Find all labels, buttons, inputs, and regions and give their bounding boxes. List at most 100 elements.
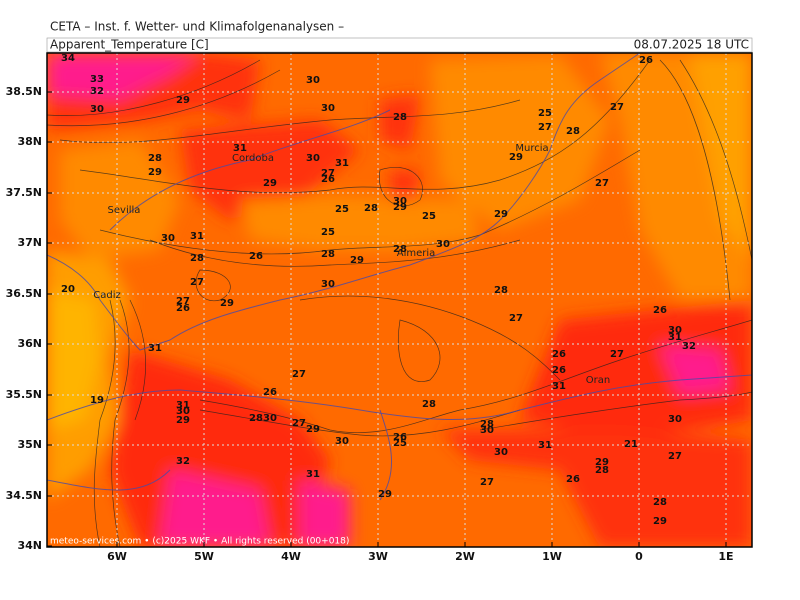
contour-label: 30	[321, 103, 335, 114]
contour-label: 28	[595, 465, 609, 476]
contour-label: 28	[393, 244, 407, 255]
contour-label: 26	[653, 305, 667, 316]
contour-label: 27	[480, 477, 494, 488]
contour-label: 29	[148, 167, 162, 178]
place-name: Murcia	[515, 143, 548, 154]
contour-label: 31	[668, 332, 682, 343]
contour-label: 29	[220, 298, 234, 309]
contour-label: 30	[494, 447, 508, 458]
contour-label: 27	[292, 418, 306, 429]
contour-label: 21	[624, 439, 638, 450]
contour-label: 30	[90, 104, 104, 115]
contour-label: 26	[393, 432, 407, 443]
contour-label: 25	[393, 438, 407, 449]
lon-label: 0	[635, 550, 643, 563]
place-name: Sevilla	[108, 205, 141, 216]
contour-label: 29	[176, 95, 190, 106]
contour-label: 27	[176, 296, 190, 307]
contour-label: 32	[90, 86, 104, 97]
contour-label: 32	[176, 456, 190, 467]
copyright: meteo-services.com • (c)2025 WKF • All r…	[50, 537, 349, 547]
contour-label: 30	[335, 436, 349, 447]
contour-label: 28	[321, 249, 335, 260]
contour-label: 28	[480, 419, 494, 430]
contour-label: 29	[306, 424, 320, 435]
contour-label: 29	[509, 152, 523, 163]
lat-label: 35.5N	[6, 388, 42, 401]
contour-label: 30	[668, 325, 682, 336]
contour-label: 30	[306, 75, 320, 86]
valid-time: 08.07.2025 18 UTC	[634, 38, 749, 52]
contour-label: 30	[480, 425, 494, 436]
lat-label: 35N	[17, 438, 42, 451]
contour-label: 26	[176, 303, 190, 314]
lon-label: 1W	[542, 550, 562, 563]
lat-label: 37N	[17, 236, 42, 249]
lat-label: 34.5N	[6, 489, 42, 502]
lat-label: 38.5N	[6, 85, 42, 98]
lon-label: 5W	[194, 550, 214, 563]
contour-label: 27	[190, 277, 204, 288]
contour-label: 30	[263, 413, 277, 424]
contour-label: 20	[61, 284, 75, 295]
contour-label: 31	[176, 400, 190, 411]
contour-labels: Cordoba Sevilla Murcia Almeria Cadiz Oran 34 33…	[61, 53, 696, 527]
contour-label: 30	[321, 279, 335, 290]
contour-label: 31	[306, 469, 320, 480]
contour-label: 25	[321, 227, 335, 238]
lon-label: 1E	[718, 550, 733, 563]
contour-label: 27	[610, 102, 624, 113]
contour-label: 29	[393, 202, 407, 213]
grid	[47, 53, 752, 547]
contour-label: 30	[436, 239, 450, 250]
lon-label: 2W	[455, 550, 475, 563]
contour-label: 30	[393, 196, 407, 207]
lat-label: 38N	[17, 135, 42, 148]
contour-label: 28	[364, 203, 378, 214]
contour-label: 26	[552, 365, 566, 376]
contour-label: 28	[249, 413, 263, 424]
place-name: Almeria	[397, 248, 436, 259]
contour-label: 28	[148, 153, 162, 164]
lat-label: 36N	[17, 337, 42, 350]
contour-label: 29	[494, 209, 508, 220]
map-frame	[46, 52, 753, 548]
contour-label: 29	[653, 516, 667, 527]
contour-label: 26	[263, 387, 277, 398]
place-name: Cadiz	[93, 290, 121, 301]
contour-label: 26	[639, 55, 653, 66]
header-bar	[46, 37, 753, 53]
contour-label: 29	[595, 457, 609, 468]
contour-label: 28	[566, 126, 580, 137]
contour-label: 31	[190, 231, 204, 242]
contour-label: 31	[335, 158, 349, 169]
lon-label: 4W	[281, 550, 301, 563]
contour-label: 19	[90, 395, 104, 406]
contour-label: 33	[90, 74, 104, 85]
lat-label: 37.5N	[6, 186, 42, 199]
contour-label: 27	[321, 168, 335, 179]
contour-label: 27	[610, 349, 624, 360]
place-name: Oran	[586, 375, 610, 386]
contour-label: 31	[148, 343, 162, 354]
contour-label: 31	[552, 381, 566, 392]
contour-label: 29	[378, 489, 392, 500]
lon-label: 3W	[368, 550, 388, 563]
contour-label: 26	[566, 474, 580, 485]
contour-label: 27	[538, 122, 552, 133]
contour-label: 27	[509, 313, 523, 324]
contour-label: 30	[176, 406, 190, 417]
contour-label: 25	[538, 108, 552, 119]
contour-label: 28	[393, 112, 407, 123]
lon-label: 6W	[107, 550, 127, 563]
contour-label: 28	[422, 399, 436, 410]
contour-label: 27	[668, 451, 682, 462]
header-title: CETA – Inst. f. Wetter- und Klimafolgena…	[50, 20, 344, 34]
contour-label: 27	[595, 178, 609, 189]
contour-label: 28	[494, 285, 508, 296]
contour-label: 29	[350, 255, 364, 266]
contour-label: 34	[61, 53, 75, 64]
contour-label: 30	[306, 153, 320, 164]
place-name: Cordoba	[232, 153, 274, 164]
